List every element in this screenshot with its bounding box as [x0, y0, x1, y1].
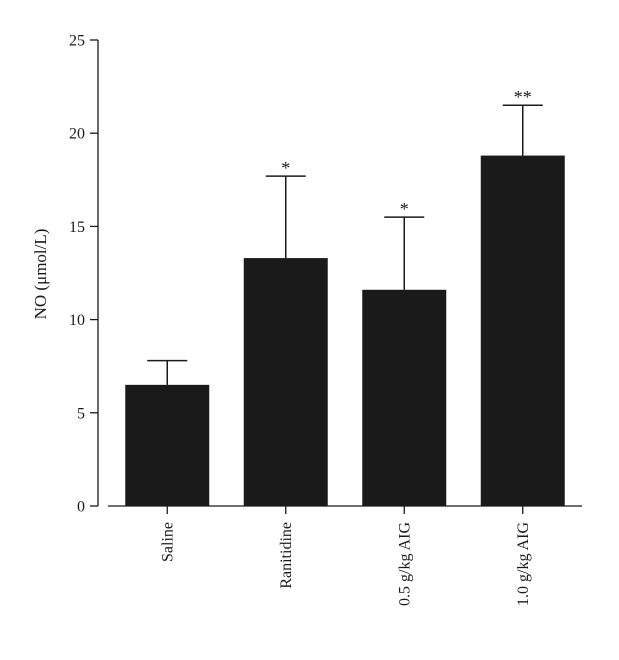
bar: [125, 384, 210, 506]
x-tick-label: 0.5 g/kg AIG: [396, 522, 413, 606]
significance-marker: **: [514, 87, 532, 107]
y-tick-label: 15: [69, 219, 85, 236]
bar: [362, 289, 447, 506]
bar: [480, 155, 565, 506]
y-tick-label: 5: [77, 405, 85, 422]
significance-marker: *: [281, 158, 290, 178]
y-tick-label: 20: [69, 126, 85, 143]
x-tick-label: Saline: [159, 522, 176, 562]
x-tick-label: 1.0 g/kg AIG: [515, 522, 532, 606]
y-tick-label: 0: [77, 499, 85, 516]
x-tick-label: Ranitidine: [278, 522, 295, 589]
x-axis: Saline Ranitidine 0.5 g/kg AIG 1.0 g/kg AIG: [108, 505, 582, 606]
y-axis: 0 5 10 15 20 25: [69, 33, 99, 516]
y-axis-label: NO (μmol/L): [31, 229, 50, 320]
y-tick-label: 25: [69, 33, 85, 50]
y-tick-label: 10: [69, 312, 85, 329]
bar: [243, 258, 328, 506]
bars: ****: [125, 87, 565, 506]
significance-marker: *: [400, 199, 409, 219]
